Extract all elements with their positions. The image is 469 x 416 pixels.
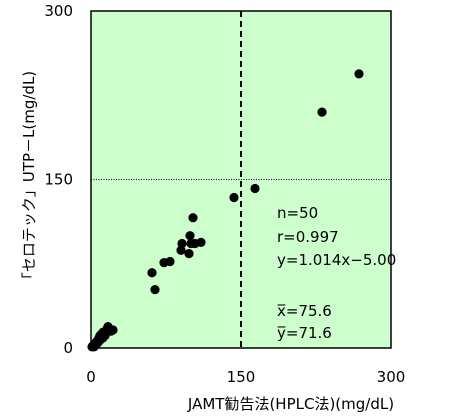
data-point [229,192,239,203]
stat-annotation: r=0.997 [277,228,339,246]
y-tick-label: 0 [63,339,73,357]
data-point [147,268,157,278]
data-point [177,238,187,249]
data-point [184,249,194,259]
data-point [188,213,198,223]
x-axis-label: JAMT勧告法(HPLC法)(mg/dL) [187,395,394,413]
stat-annotation: x̅=75.6 [277,302,332,320]
data-point [176,245,186,255]
stat-annotation: y̅=71.6 [277,324,332,342]
data-point [196,237,206,248]
x-tick-label: 150 [227,368,256,386]
stat-annotation: y=1.014x−5.00 [277,251,396,269]
stat-annotation: n=50 [277,204,318,222]
data-point [354,69,364,79]
data-point [150,284,160,295]
data-point [250,183,260,194]
data-point [317,107,327,117]
y-axis-label: 「セロテック」UTP－L(mg/dL) [20,71,38,287]
y-tick-label: 300 [44,2,73,20]
data-point [108,325,118,335]
data-point [185,231,195,241]
x-tick-label: 300 [377,368,406,386]
y-tick-label: 150 [44,171,73,189]
data-point [165,256,175,267]
x-tick-label: 0 [86,368,96,386]
